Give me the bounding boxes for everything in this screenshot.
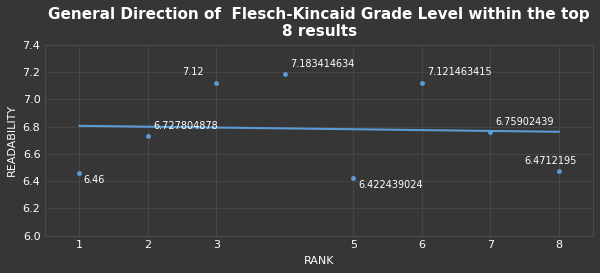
Text: 6.422439024: 6.422439024 [359,180,424,190]
Y-axis label: READABILITY: READABILITY [7,104,17,176]
Text: 6.46: 6.46 [83,175,104,185]
Text: 6.4712195: 6.4712195 [524,156,577,166]
X-axis label: RANK: RANK [304,256,334,266]
Text: 7.121463415: 7.121463415 [427,67,492,77]
Title: General Direction of  Flesch-Kincaid Grade Level within the top
8 results: General Direction of Flesch-Kincaid Grad… [49,7,590,39]
Text: 6.727804878: 6.727804878 [154,121,218,131]
Text: 7.183414634: 7.183414634 [290,59,355,69]
Text: 6.75902439: 6.75902439 [496,117,554,127]
Text: 7.12: 7.12 [182,67,204,78]
